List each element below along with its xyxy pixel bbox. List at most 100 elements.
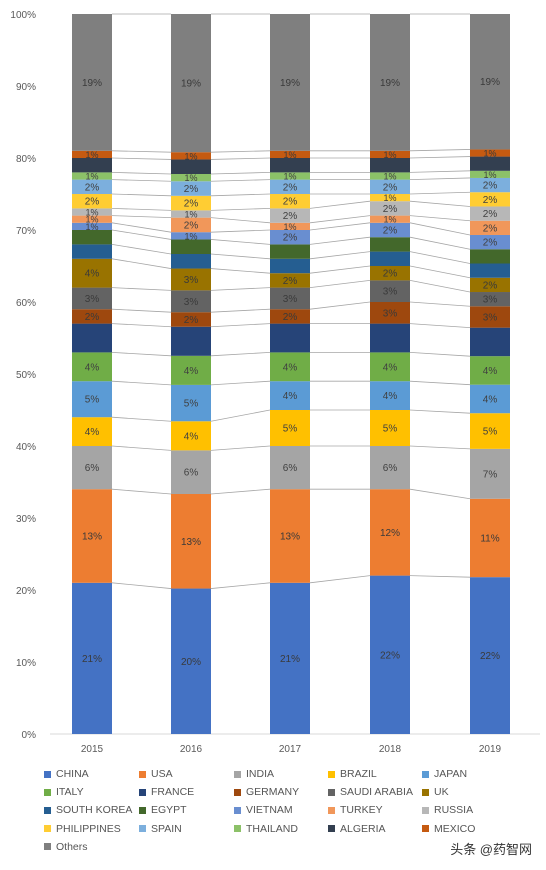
series-connector-line bbox=[210, 172, 271, 175]
bar-segment bbox=[470, 170, 510, 178]
data-label: 1% bbox=[283, 150, 296, 160]
series-connector-line bbox=[111, 308, 172, 313]
legend-item: TURKEY bbox=[328, 804, 383, 816]
data-label: 3% bbox=[383, 287, 398, 298]
y-tick-label: 60% bbox=[16, 298, 36, 309]
series-connector-line bbox=[111, 150, 172, 153]
legend-item: ITALY bbox=[44, 786, 84, 798]
series-connector-line bbox=[210, 208, 271, 211]
legend-swatch bbox=[139, 770, 146, 778]
legend-item: ALGERIA bbox=[328, 823, 386, 835]
series-connector-line bbox=[210, 217, 271, 224]
data-label: 5% bbox=[283, 424, 298, 435]
series-connector-line bbox=[210, 445, 271, 451]
bar-segment bbox=[370, 352, 410, 382]
series-connector-line bbox=[309, 301, 371, 310]
data-label: 19% bbox=[181, 79, 201, 90]
data-label: 1% bbox=[184, 231, 197, 241]
bar-segment bbox=[72, 309, 112, 324]
data-label: 2% bbox=[184, 315, 199, 326]
bar-segment bbox=[470, 14, 510, 150]
series-connector-line bbox=[111, 229, 172, 240]
legend-label: GERMANY bbox=[246, 786, 300, 799]
legend-label: SOUTH KOREA bbox=[56, 804, 133, 817]
series-connector-line bbox=[309, 265, 371, 274]
legend-item: SPAIN bbox=[139, 823, 182, 835]
series-connector-line bbox=[111, 258, 172, 269]
data-label: 1% bbox=[184, 173, 197, 183]
data-label: 2% bbox=[184, 220, 199, 231]
bar-segment bbox=[171, 326, 211, 356]
y-tick-label: 100% bbox=[10, 10, 36, 21]
legend-item: USA bbox=[139, 768, 173, 780]
bar-segment bbox=[270, 258, 310, 274]
data-label: 2% bbox=[85, 182, 100, 193]
data-label: 2% bbox=[483, 238, 498, 249]
legend-item: SOUTH KOREA bbox=[44, 804, 132, 816]
data-label: 2% bbox=[483, 223, 498, 234]
data-label: 1% bbox=[184, 151, 197, 161]
bar-segment bbox=[171, 268, 211, 291]
bar-segment bbox=[370, 201, 410, 216]
bar-segment bbox=[370, 150, 410, 158]
data-label: 1% bbox=[283, 172, 296, 182]
data-label: 2% bbox=[283, 233, 298, 244]
bar-segment bbox=[270, 582, 310, 734]
legend-label: BRAZIL bbox=[340, 768, 377, 780]
data-label: 6% bbox=[383, 463, 398, 474]
legend-swatch bbox=[44, 843, 51, 851]
bar-segment bbox=[72, 323, 112, 353]
data-label: 4% bbox=[383, 362, 398, 373]
legend-swatch bbox=[139, 806, 146, 814]
series-connector-line bbox=[409, 177, 471, 180]
bar-segment bbox=[470, 356, 510, 385]
y-tick-label: 80% bbox=[16, 154, 36, 165]
data-label: 2% bbox=[483, 209, 498, 220]
legend-item: UK bbox=[422, 786, 449, 798]
series-connector-line bbox=[409, 445, 471, 450]
bar-segment bbox=[72, 172, 112, 180]
series-connector-line bbox=[409, 251, 471, 264]
bar-segment bbox=[470, 413, 510, 449]
bar-segment bbox=[171, 450, 211, 494]
series-connector-line bbox=[111, 380, 172, 386]
bar-segment bbox=[171, 290, 211, 313]
series-connector-line bbox=[409, 323, 471, 329]
legend-label: CHINA bbox=[56, 768, 89, 780]
legend-label: JAPAN bbox=[434, 768, 468, 780]
bar-segment bbox=[470, 384, 510, 414]
legend-item: MEXICO bbox=[422, 823, 475, 835]
legend-swatch bbox=[422, 806, 429, 814]
data-label: 4% bbox=[283, 362, 298, 373]
bar-segment bbox=[72, 222, 112, 230]
legend-label: EGYPT bbox=[151, 804, 187, 817]
bar-segment bbox=[171, 588, 211, 734]
series-connector-line bbox=[309, 236, 371, 245]
series-connector-line bbox=[111, 208, 172, 211]
data-label: 1% bbox=[85, 215, 98, 225]
legend-item: SAUDI ARABIA bbox=[328, 786, 413, 798]
bar-segment bbox=[470, 277, 510, 293]
data-label: 19% bbox=[380, 78, 400, 89]
legend-item: EGYPT bbox=[139, 804, 187, 816]
series-connector-line bbox=[409, 215, 471, 222]
bar-segment bbox=[72, 381, 112, 418]
legend-label: SAUDI ARABIA bbox=[340, 786, 413, 799]
data-labels: 21% 20% 21% 22% 22% 13% 13% 13% 12% 11% 6% 6% 6% 6% 7%… bbox=[82, 77, 500, 668]
bar-segment bbox=[370, 302, 410, 324]
bar-segment bbox=[171, 152, 211, 160]
data-label: 19% bbox=[82, 78, 102, 89]
bar-segment bbox=[72, 230, 112, 245]
series-connector-line bbox=[409, 191, 471, 195]
bar-segment bbox=[270, 309, 310, 324]
bar-segment bbox=[470, 249, 510, 264]
bar-segment bbox=[370, 237, 410, 252]
bar-segment bbox=[72, 14, 112, 151]
data-label: 2% bbox=[184, 199, 199, 210]
data-label: 3% bbox=[184, 297, 199, 308]
series-connector-line bbox=[210, 268, 271, 274]
series-connector-line bbox=[409, 575, 471, 578]
bar-segment bbox=[370, 280, 410, 302]
series-connector-line bbox=[111, 215, 172, 219]
data-label: 2% bbox=[383, 269, 398, 280]
